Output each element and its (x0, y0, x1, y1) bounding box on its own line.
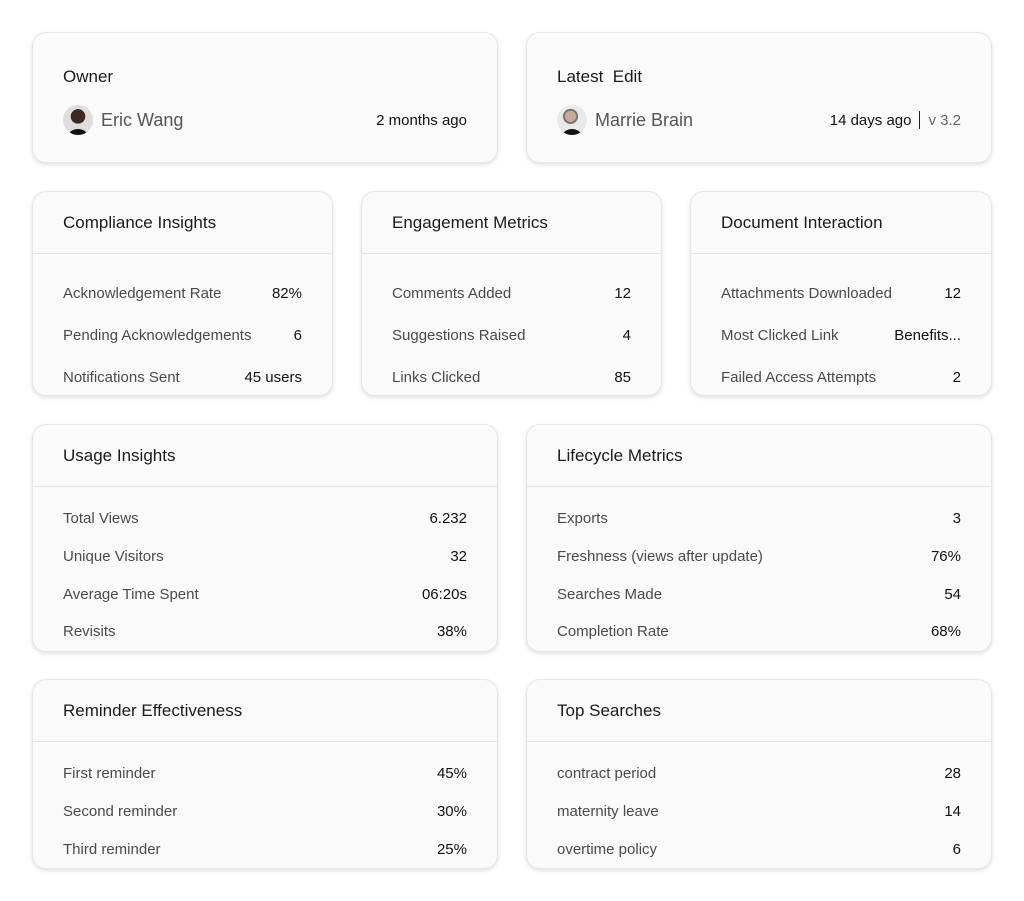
metric-label: Suggestions Raised (392, 326, 526, 344)
card-title: Latest Edit (557, 67, 643, 86)
metric-row: Searches Made 54 (557, 575, 961, 613)
metric-label: Total Views (63, 510, 139, 528)
metric-row: Notifications Sent 45 users (63, 356, 302, 398)
metric-row: Attachments Downloaded 12 (721, 272, 961, 314)
metric-label: Most Clicked Link (721, 326, 839, 344)
metric-label: Unique Visitors (63, 548, 164, 566)
metric-value: 3 (952, 510, 961, 528)
metric-label: contract period (557, 765, 657, 783)
metric-row: contract period 28 (557, 755, 961, 793)
metric-value: 4 (622, 326, 631, 344)
metric-row: Suggestions Raised 4 (392, 314, 631, 356)
metric-value: 6 (293, 326, 302, 344)
metric-value: 25% (436, 840, 467, 858)
owner-time: 2 months ago (376, 111, 467, 129)
engagement-card: Engagement Metrics Comments Added 12 Sugges… (361, 191, 662, 396)
metric-row: Second reminder 30% (63, 793, 467, 831)
metric-label: Average Time Spent (63, 585, 199, 603)
metric-label: Freshness (views after update) (557, 548, 763, 566)
metric-label: Revisits (63, 623, 116, 641)
metric-row: Exports 3 (557, 500, 961, 538)
card-title: Engagement Metrics (392, 212, 548, 232)
card-title: Usage Insights (63, 445, 176, 465)
metric-label: Attachments Downloaded (721, 284, 892, 302)
metric-row: Unique Visitors 32 (63, 538, 467, 576)
metric-row: maternity leave 14 (557, 793, 961, 831)
metric-value: 06:20s (421, 585, 467, 603)
metric-value: 12 (614, 284, 631, 302)
edit-time: 14 days ago (829, 111, 912, 129)
metric-label: Third reminder (63, 840, 161, 858)
usage-card: Usage Insights Total Views 6.232 Unique Vis… (32, 424, 498, 652)
searches-card: Top Searches contract period 28 maternity l… (526, 679, 992, 869)
version: v 3.2 (928, 111, 961, 129)
metric-value: 68% (930, 623, 961, 641)
metric-value: 2 (952, 368, 961, 386)
metric-label: Searches Made (557, 585, 663, 603)
metric-value: 30% (436, 803, 467, 821)
card-title: Compliance Insights (63, 212, 217, 232)
metric-value: 12 (944, 284, 961, 302)
owner-name[interactable]: Eric Wang (101, 109, 184, 130)
divider (919, 111, 921, 129)
metric-row: Freshness (views after update) 76% (557, 538, 961, 576)
metric-label: First reminder (63, 765, 156, 783)
metric-row: First reminder 45% (63, 755, 467, 793)
metric-row: Links Clicked 85 (392, 356, 631, 398)
metric-value: 85 (614, 368, 631, 386)
metric-row: Third reminder 25% (63, 830, 467, 868)
metric-value: 32 (450, 548, 467, 566)
metric-row: Acknowledgement Rate 82% (63, 272, 302, 314)
card-title: Document Interaction (721, 212, 883, 232)
card-title: Top Searches (557, 700, 661, 720)
metric-label: Comments Added (392, 284, 512, 302)
metric-label: Notifications Sent (63, 368, 180, 386)
metric-label: maternity leave (557, 803, 659, 821)
metric-row: Failed Access Attempts 2 (721, 356, 961, 398)
metric-label: Failed Access Attempts (721, 368, 877, 386)
metric-row: overtime policy 6 (557, 830, 961, 868)
metric-row: Most Clicked Link Benefits... (721, 314, 961, 356)
card-title: Lifecycle Metrics (557, 445, 683, 465)
metric-label: Second reminder (63, 803, 178, 821)
reminder-card: Reminder Effectiveness First reminder 45% S… (32, 679, 498, 869)
metric-row: Total Views 6.232 (63, 500, 467, 538)
metric-label: Exports (557, 510, 608, 528)
compliance-card: Compliance Insights Acknowledgement Rate 8… (32, 191, 333, 396)
metric-label: overtime policy (557, 840, 658, 858)
avatar (63, 105, 93, 135)
editor-name[interactable]: Marrie Brain (595, 109, 694, 130)
metric-value: Benefits... (894, 326, 961, 344)
avatar (557, 105, 587, 135)
lifecycle-card: Lifecycle Metrics Exports 3 Freshness (view… (526, 424, 992, 652)
metric-value: 38% (436, 623, 467, 641)
latest-edit-card: Latest Edit Marrie Brain 14 days ago v 3.… (526, 32, 992, 163)
metric-value: 14 (944, 803, 961, 821)
metric-value: 28 (944, 765, 961, 783)
metric-label: Pending Acknowledgements (63, 326, 252, 344)
metric-label: Acknowledgement Rate (63, 284, 222, 302)
metric-value: 6 (952, 840, 961, 858)
owner-card: Owner Eric Wang 2 months ago (32, 32, 498, 163)
metric-value: 6.232 (429, 510, 467, 528)
card-title: Owner (63, 67, 114, 86)
card-title: Reminder Effectiveness (63, 700, 243, 720)
metric-row: Average Time Spent 06:20s (63, 575, 467, 613)
metric-value: 45 users (244, 368, 302, 386)
metric-value: 82% (271, 284, 302, 302)
metric-row: Pending Acknowledgements 6 (63, 314, 302, 356)
metric-row: Revisits 38% (63, 613, 467, 651)
metric-row: Completion Rate 68% (557, 613, 961, 651)
metric-value: 76% (930, 548, 961, 566)
metric-value: 45% (436, 765, 467, 783)
metric-label: Completion Rate (557, 623, 669, 641)
interaction-card: Document Interaction Attachments Download… (690, 191, 992, 396)
metric-label: Links Clicked (392, 368, 481, 386)
metric-value: 54 (944, 585, 961, 603)
metric-row: Comments Added 12 (392, 272, 631, 314)
